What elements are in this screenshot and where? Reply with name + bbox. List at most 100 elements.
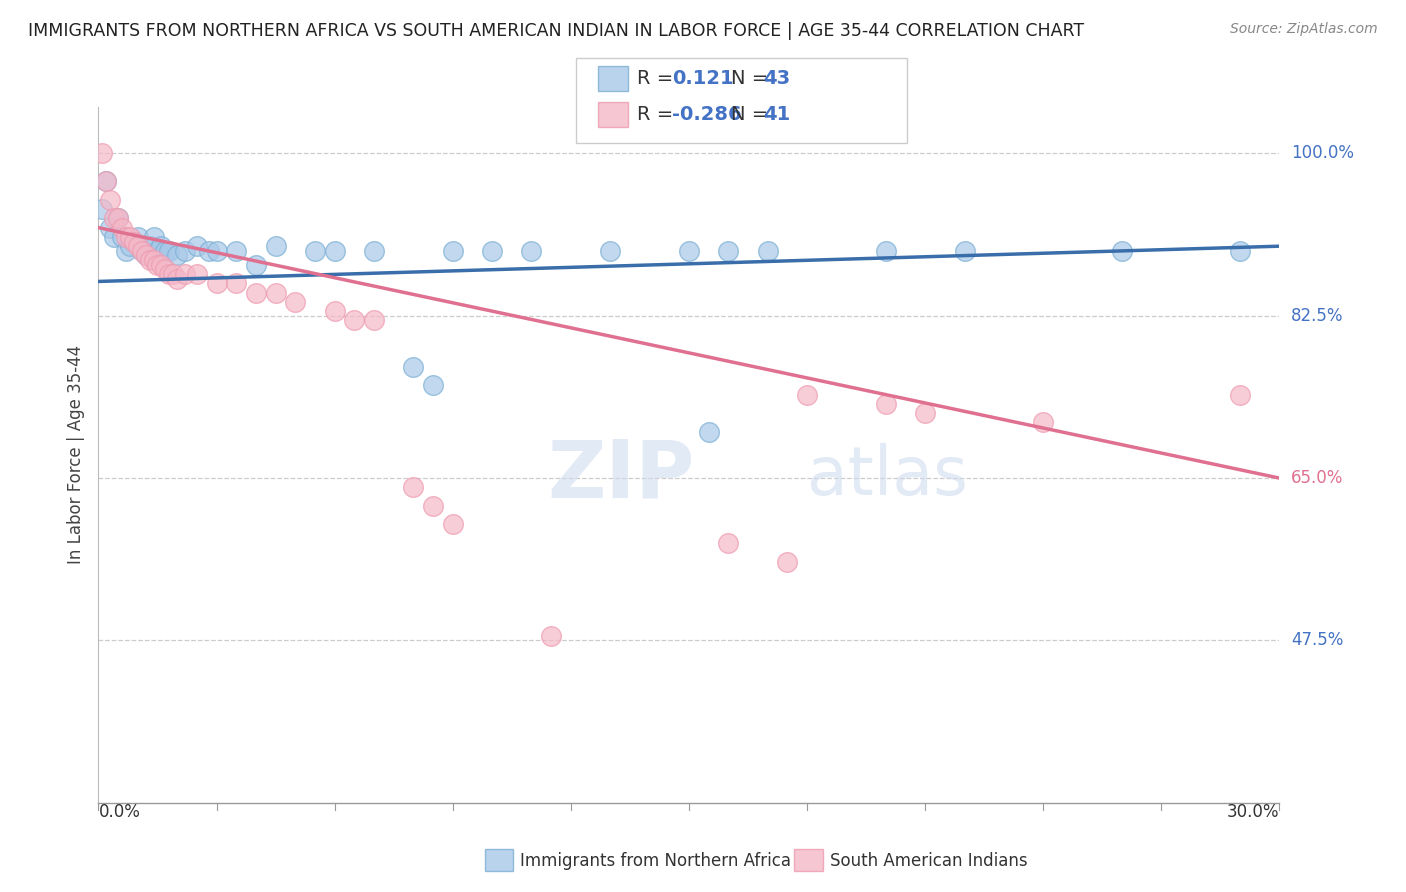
Y-axis label: In Labor Force | Age 35-44: In Labor Force | Age 35-44 bbox=[66, 345, 84, 565]
Point bbox=[520, 244, 543, 258]
Point bbox=[264, 239, 287, 253]
Point bbox=[402, 480, 425, 494]
Text: R =: R = bbox=[637, 105, 679, 124]
Point bbox=[127, 239, 149, 253]
Point bbox=[157, 267, 180, 281]
Point bbox=[166, 271, 188, 285]
Point bbox=[304, 244, 326, 258]
Point bbox=[166, 248, 188, 262]
Point bbox=[146, 258, 169, 272]
Point bbox=[118, 230, 141, 244]
Text: 0.0%: 0.0% bbox=[98, 803, 141, 821]
Point bbox=[91, 146, 114, 161]
Point bbox=[103, 211, 125, 226]
Point bbox=[540, 629, 562, 643]
Text: Source: ZipAtlas.com: Source: ZipAtlas.com bbox=[1230, 22, 1378, 37]
Point bbox=[323, 304, 346, 318]
Point bbox=[174, 267, 197, 281]
Point bbox=[111, 230, 134, 244]
Point bbox=[131, 244, 153, 258]
Point bbox=[678, 244, 700, 258]
Text: 100.0%: 100.0% bbox=[1291, 145, 1354, 162]
Point bbox=[115, 230, 138, 244]
Point bbox=[115, 244, 138, 258]
Point bbox=[264, 285, 287, 300]
Text: N =: N = bbox=[731, 105, 775, 124]
Point bbox=[138, 253, 160, 268]
Point bbox=[118, 239, 141, 253]
Point bbox=[107, 211, 129, 226]
Point bbox=[150, 258, 173, 272]
Point bbox=[205, 277, 228, 291]
Point bbox=[875, 244, 897, 258]
Point bbox=[91, 202, 114, 216]
Point bbox=[197, 244, 219, 258]
Text: 0.121: 0.121 bbox=[672, 70, 734, 88]
Point bbox=[155, 244, 177, 258]
Point bbox=[245, 285, 267, 300]
Text: -0.286: -0.286 bbox=[672, 105, 742, 124]
Point bbox=[717, 244, 740, 258]
Point bbox=[186, 267, 208, 281]
Point bbox=[157, 244, 180, 258]
Text: IMMIGRANTS FROM NORTHERN AFRICA VS SOUTH AMERICAN INDIAN IN LABOR FORCE | AGE 35: IMMIGRANTS FROM NORTHERN AFRICA VS SOUTH… bbox=[28, 22, 1084, 40]
Point bbox=[225, 277, 247, 291]
Point bbox=[1229, 387, 1251, 401]
Point bbox=[245, 258, 267, 272]
Point bbox=[135, 248, 157, 262]
Point bbox=[103, 230, 125, 244]
Point bbox=[422, 499, 444, 513]
Text: N =: N = bbox=[731, 70, 775, 88]
Point bbox=[697, 425, 720, 439]
Text: 41: 41 bbox=[763, 105, 790, 124]
Point bbox=[96, 174, 118, 188]
Point bbox=[131, 244, 153, 258]
Point bbox=[441, 517, 464, 532]
Point bbox=[186, 239, 208, 253]
Point bbox=[599, 244, 621, 258]
Point bbox=[225, 244, 247, 258]
Point bbox=[284, 294, 307, 309]
Point bbox=[776, 555, 799, 569]
Point bbox=[1032, 416, 1054, 430]
Text: atlas: atlas bbox=[807, 442, 967, 508]
Text: 47.5%: 47.5% bbox=[1291, 632, 1344, 649]
Point bbox=[717, 536, 740, 550]
Point bbox=[155, 262, 177, 277]
Point bbox=[363, 244, 385, 258]
Point bbox=[422, 378, 444, 392]
Point bbox=[441, 244, 464, 258]
Point bbox=[98, 220, 121, 235]
Point bbox=[107, 211, 129, 226]
Point bbox=[127, 230, 149, 244]
Point bbox=[343, 313, 366, 327]
Text: South American Indians: South American Indians bbox=[830, 852, 1028, 870]
Point bbox=[146, 244, 169, 258]
Point bbox=[205, 244, 228, 258]
Text: 30.0%: 30.0% bbox=[1227, 803, 1279, 821]
Point bbox=[363, 313, 385, 327]
Point bbox=[162, 267, 184, 281]
Point bbox=[138, 239, 160, 253]
Point bbox=[914, 406, 936, 420]
Point bbox=[142, 253, 165, 268]
Point bbox=[98, 193, 121, 207]
Text: 65.0%: 65.0% bbox=[1291, 469, 1344, 487]
Point bbox=[111, 220, 134, 235]
Text: R =: R = bbox=[637, 70, 679, 88]
Point bbox=[1229, 244, 1251, 258]
Text: Immigrants from Northern Africa: Immigrants from Northern Africa bbox=[520, 852, 792, 870]
Point bbox=[402, 359, 425, 374]
Point bbox=[323, 244, 346, 258]
Text: 43: 43 bbox=[763, 70, 790, 88]
Point bbox=[150, 239, 173, 253]
Point bbox=[122, 235, 145, 249]
Point bbox=[96, 174, 118, 188]
Text: ZIP: ZIP bbox=[547, 437, 695, 515]
Point bbox=[135, 248, 157, 262]
Point bbox=[875, 397, 897, 411]
Point bbox=[1111, 244, 1133, 258]
Point bbox=[174, 244, 197, 258]
Point bbox=[481, 244, 503, 258]
Point bbox=[122, 235, 145, 249]
